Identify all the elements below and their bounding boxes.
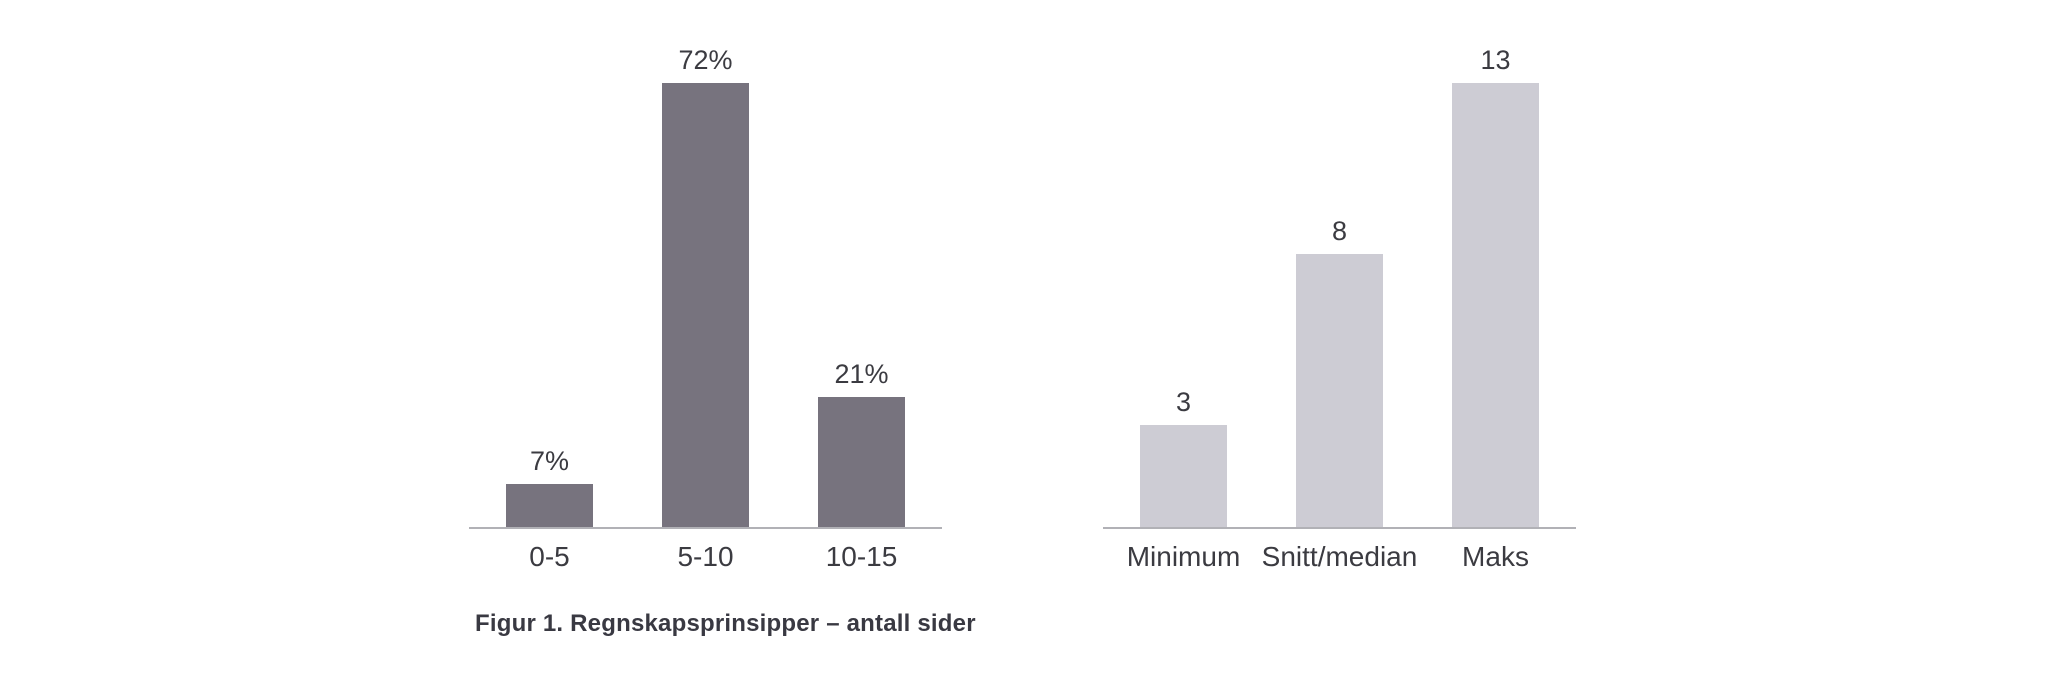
category-label: Maks xyxy=(1462,541,1529,572)
value-label: 3 xyxy=(1175,387,1192,417)
bar-chart-min-median-maks: 3 8 13 Minimum Snitt/median Maks xyxy=(1103,47,1576,574)
x-axis-line xyxy=(1103,527,1576,529)
category-axis-labels: Minimum Snitt/median Maks xyxy=(1103,542,1576,574)
value-label: 21% xyxy=(834,359,889,389)
category-label: 5-10 xyxy=(677,541,734,572)
category-label: Minimum xyxy=(1126,541,1241,572)
bar-column: 8 xyxy=(1296,218,1383,527)
category-axis-labels: 0-5 5-10 10-15 xyxy=(469,542,942,574)
value-label: 72% xyxy=(678,45,733,75)
bar xyxy=(662,83,749,527)
bar-chart-antall-sider-prosent: 7% 72% 21% 0-5 5-10 10-15 xyxy=(469,47,942,574)
bar-column: 21% xyxy=(818,361,905,527)
bar-column: 13 xyxy=(1452,47,1539,527)
bar-column: 3 xyxy=(1140,389,1227,527)
category-label: Snitt/median xyxy=(1261,541,1418,572)
bar xyxy=(1140,425,1227,527)
bar-column: 72% xyxy=(662,47,749,527)
bar xyxy=(1296,254,1383,527)
category-label: 10-15 xyxy=(825,541,898,572)
bar-column: 7% xyxy=(506,448,593,527)
value-label: 7% xyxy=(529,446,570,476)
value-label: 8 xyxy=(1331,216,1348,246)
value-label: 13 xyxy=(1480,45,1511,75)
bar xyxy=(506,484,593,527)
x-axis-line xyxy=(469,527,942,529)
plot-area: 7% 72% 21% xyxy=(469,47,942,527)
plot-area: 3 8 13 xyxy=(1103,47,1576,527)
bar xyxy=(818,397,905,527)
figure-caption: Figur 1. Regnskapsprinsipper – antall si… xyxy=(475,610,976,637)
category-label: 0-5 xyxy=(529,541,570,572)
bar xyxy=(1452,83,1539,527)
